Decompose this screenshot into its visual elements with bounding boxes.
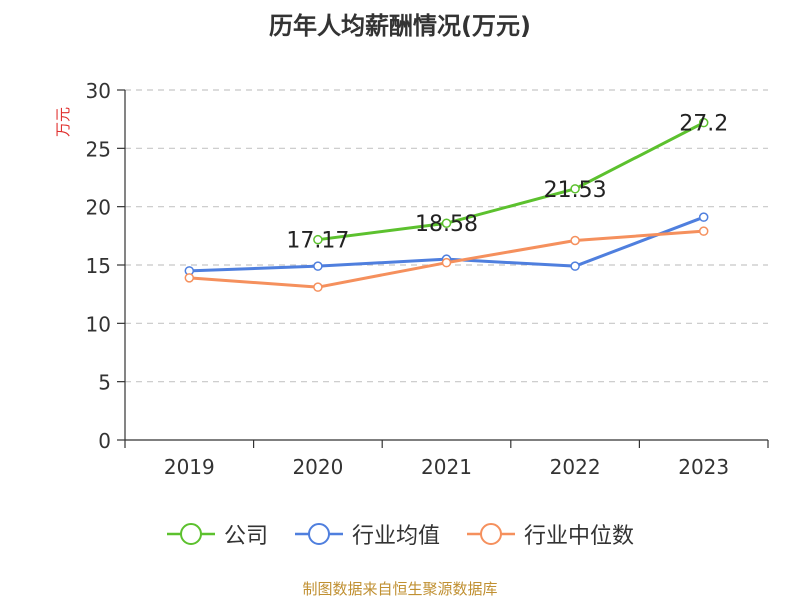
series-line-0 (317, 121, 705, 242)
data-point (441, 257, 452, 268)
y-tick-label: 5 (98, 371, 111, 395)
y-axis-label: 万元 (54, 107, 72, 137)
data-point (570, 235, 580, 246)
series-lines (184, 117, 709, 292)
y-tick-label: 0 (98, 429, 111, 453)
data-label: 27.2 (679, 112, 728, 137)
legend-swatch (467, 523, 515, 545)
legend-label: 行业均值 (351, 524, 440, 549)
axes: 0 5 10 15 20 25 30 2019 2020 2021 2022 2023 (86, 79, 769, 479)
legend-swatch (166, 523, 215, 545)
legend-swatch (294, 523, 343, 545)
legend: 公司 行业均值 行业中位数 (0, 518, 800, 550)
data-label: 18.58 (415, 212, 478, 237)
chart-title: 历年人均薪酬情况(万元) (269, 12, 531, 40)
y-tick-label: 10 (86, 312, 111, 336)
legend-item[interactable]: 公司 (166, 518, 268, 550)
data-point (313, 261, 323, 271)
data-label: 21.53 (544, 178, 607, 203)
legend-label: 公司 (223, 524, 268, 549)
legend-label: 行业中位数 (524, 524, 635, 549)
data-point (570, 261, 580, 271)
x-tick-label: 2019 (164, 455, 215, 479)
y-tick-label: 20 (86, 196, 111, 220)
y-tick-label: 15 (86, 254, 111, 278)
data-label: 17.17 (286, 229, 349, 254)
x-tick-label: 2022 (550, 455, 601, 479)
x-tick-label: 2020 (292, 455, 343, 479)
y-tick-label: 25 (86, 137, 111, 161)
data-point (313, 282, 323, 292)
legend-marker (307, 523, 330, 545)
legend-marker (480, 523, 502, 545)
data-point (184, 273, 195, 283)
y-tick-label: 30 (86, 79, 111, 103)
source-note: 制图数据来自恒生聚源数据库 (302, 580, 498, 598)
data-point (313, 234, 323, 245)
data-point (698, 226, 709, 236)
data-point (441, 218, 452, 228)
x-tick-label: 2023 (678, 455, 729, 479)
data-point (698, 212, 709, 222)
data-point (698, 117, 709, 128)
x-tick-label: 2021 (421, 455, 472, 479)
legend-item[interactable]: 行业中位数 (466, 518, 634, 550)
data-point (570, 184, 580, 194)
data-labels: 17.17 18.58 21.53 27.2 (286, 112, 728, 254)
legend-item[interactable]: 行业均值 (294, 518, 440, 550)
legend-marker (179, 523, 202, 545)
